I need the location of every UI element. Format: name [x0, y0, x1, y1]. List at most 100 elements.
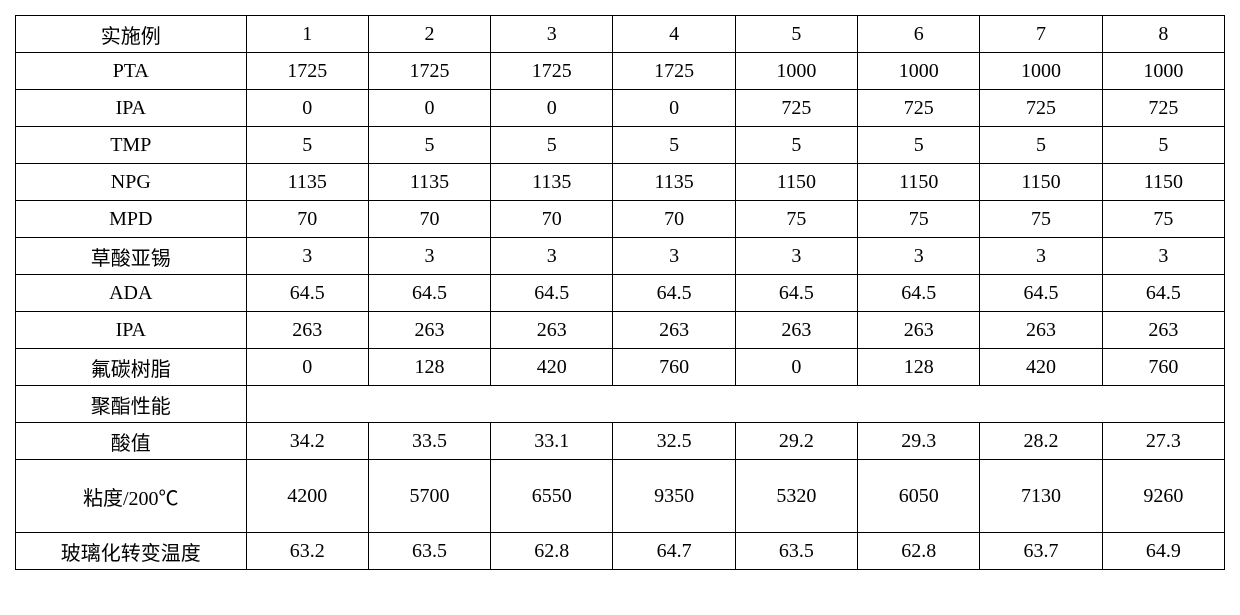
cell: 7130 [980, 460, 1102, 533]
cell: 28.2 [980, 423, 1102, 460]
cell: 70 [491, 201, 613, 238]
table-row: 粘度/200℃42005700655093505320605071309260 [16, 460, 1225, 533]
cell: 1150 [858, 164, 980, 201]
table-row: 酸值34.233.533.132.529.229.328.227.3 [16, 423, 1225, 460]
cell: 75 [1102, 201, 1224, 238]
cell: 263 [980, 312, 1102, 349]
cell: 420 [491, 349, 613, 386]
cell: 1725 [491, 53, 613, 90]
cell: 34.2 [246, 423, 368, 460]
cell: 725 [858, 90, 980, 127]
cell: 63.5 [735, 533, 857, 570]
cell: 1725 [613, 53, 735, 90]
cell: 33.1 [491, 423, 613, 460]
cell: 64.5 [858, 275, 980, 312]
cell: 64.5 [613, 275, 735, 312]
cell: 263 [1102, 312, 1224, 349]
cell: 1000 [858, 53, 980, 90]
section-row: 聚酯性能 [16, 386, 1225, 423]
row-label: 玻璃化转变温度 [16, 533, 247, 570]
cell: 1135 [491, 164, 613, 201]
cell: 29.3 [858, 423, 980, 460]
cell: 0 [368, 90, 490, 127]
section-label: 聚酯性能 [16, 386, 247, 423]
cell: 3 [246, 238, 368, 275]
cell: 263 [491, 312, 613, 349]
cell: 725 [1102, 90, 1224, 127]
cell: 0 [735, 349, 857, 386]
cell: 1725 [246, 53, 368, 90]
cell: 1135 [246, 164, 368, 201]
cell: 128 [858, 349, 980, 386]
cell: 1150 [980, 164, 1102, 201]
cell: 263 [246, 312, 368, 349]
table-row: TMP55555555 [16, 127, 1225, 164]
cell: 1000 [980, 53, 1102, 90]
cell: 5320 [735, 460, 857, 533]
cell: 0 [491, 90, 613, 127]
cell: 70 [246, 201, 368, 238]
cell: 63.7 [980, 533, 1102, 570]
cell: 29.2 [735, 423, 857, 460]
cell: 5 [491, 127, 613, 164]
cell: 3 [491, 238, 613, 275]
cell: 63.5 [368, 533, 490, 570]
cell: 75 [980, 201, 1102, 238]
cell: 1000 [735, 53, 857, 90]
cell: 128 [368, 349, 490, 386]
row-label: ADA [16, 275, 247, 312]
cell: 760 [613, 349, 735, 386]
cell: 64.9 [1102, 533, 1224, 570]
cell: 0 [613, 90, 735, 127]
cell: 5 [368, 127, 490, 164]
cell: 70 [613, 201, 735, 238]
cell: 3 [735, 238, 857, 275]
table-row: 氟碳树脂01284207600128420760 [16, 349, 1225, 386]
table-body: 实施例 1 2 3 4 5 6 7 8 PTA17251725172517251… [16, 16, 1225, 570]
col-header: 3 [491, 16, 613, 53]
col-header: 1 [246, 16, 368, 53]
cell: 725 [980, 90, 1102, 127]
cell: 64.5 [368, 275, 490, 312]
cell: 420 [980, 349, 1102, 386]
cell: 263 [368, 312, 490, 349]
cell: 5 [858, 127, 980, 164]
cell: 263 [735, 312, 857, 349]
col-header: 8 [1102, 16, 1224, 53]
cell: 3 [1102, 238, 1224, 275]
cell: 3 [980, 238, 1102, 275]
cell: 63.2 [246, 533, 368, 570]
row-label: IPA [16, 312, 247, 349]
table-row: MPD7070707075757575 [16, 201, 1225, 238]
data-table: 实施例 1 2 3 4 5 6 7 8 PTA17251725172517251… [15, 15, 1225, 570]
row-label: IPA [16, 90, 247, 127]
table-row: PTA17251725172517251000100010001000 [16, 53, 1225, 90]
cell: 0 [246, 349, 368, 386]
row-label: TMP [16, 127, 247, 164]
cell: 75 [735, 201, 857, 238]
cell: 5 [1102, 127, 1224, 164]
cell: 3 [368, 238, 490, 275]
cell: 9260 [1102, 460, 1224, 533]
cell: 1725 [368, 53, 490, 90]
table-row: NPG11351135113511351150115011501150 [16, 164, 1225, 201]
cell: 6550 [491, 460, 613, 533]
row-label: PTA [16, 53, 247, 90]
cell: 62.8 [858, 533, 980, 570]
cell: 5 [613, 127, 735, 164]
cell: 725 [735, 90, 857, 127]
cell: 3 [858, 238, 980, 275]
cell: 0 [246, 90, 368, 127]
cell: 9350 [613, 460, 735, 533]
cell: 70 [368, 201, 490, 238]
cell: 1000 [1102, 53, 1224, 90]
col-header: 4 [613, 16, 735, 53]
col-header: 5 [735, 16, 857, 53]
row-label: 粘度/200℃ [16, 460, 247, 533]
cell: 33.5 [368, 423, 490, 460]
cell: 64.7 [613, 533, 735, 570]
cell: 4200 [246, 460, 368, 533]
cell: 64.5 [491, 275, 613, 312]
cell: 5700 [368, 460, 490, 533]
cell: 64.5 [735, 275, 857, 312]
